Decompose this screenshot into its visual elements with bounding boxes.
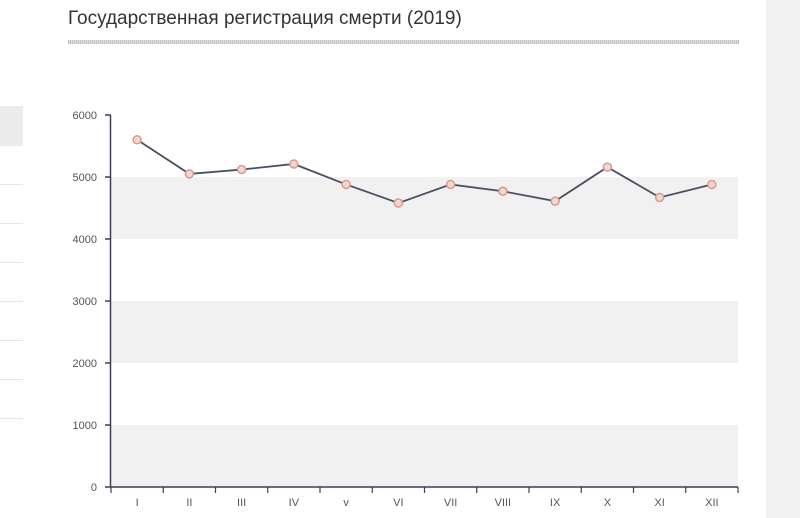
y-tick-label: 1000 — [73, 420, 97, 432]
data-point — [654, 192, 665, 203]
data-point — [707, 179, 717, 190]
left-sidebar-edge — [0, 0, 24, 518]
grid-band — [111, 177, 738, 239]
x-tick-label: VI — [393, 497, 403, 509]
x-tick-label: I — [136, 497, 139, 509]
sidebar-tab[interactable] — [0, 106, 23, 146]
x-tick-label: X — [604, 497, 612, 509]
data-point — [289, 159, 299, 169]
title-divider — [68, 40, 739, 44]
sidebar-divider — [0, 262, 23, 263]
x-tick-label: III — [237, 497, 246, 509]
y-tick-label: 5000 — [73, 172, 97, 184]
data-point — [393, 198, 404, 208]
sidebar-divider — [0, 223, 23, 224]
data-point — [498, 186, 508, 197]
data-point — [132, 135, 142, 145]
data-point — [236, 164, 247, 175]
x-tick-label: II — [186, 497, 192, 509]
grid-band — [111, 425, 738, 487]
data-point — [184, 169, 195, 179]
x-tick-label: VIII — [495, 497, 512, 509]
x-tick-label: IX — [550, 497, 561, 509]
data-point — [550, 196, 560, 206]
x-tick-label: IV — [289, 497, 300, 509]
y-tick-label: 6000 — [73, 110, 97, 122]
sidebar-divider — [0, 184, 23, 185]
y-tick-label: 2000 — [73, 358, 97, 370]
x-tick-label: XII — [705, 497, 718, 509]
data-point — [602, 162, 613, 172]
y-tick-label: 3000 — [73, 296, 97, 308]
series-line — [136, 139, 713, 204]
sidebar-divider — [0, 340, 23, 341]
grid-band — [111, 301, 738, 363]
x-tick-label: v — [343, 497, 349, 509]
y-tick-label: 4000 — [73, 234, 97, 246]
x-tick-label: VII — [444, 497, 457, 509]
sidebar-divider — [0, 379, 23, 380]
page-title: Государственная регистрация смерти (2019… — [68, 8, 462, 29]
sidebar-divider — [0, 301, 23, 302]
data-point — [445, 179, 456, 190]
x-tick-label: XI — [654, 497, 664, 509]
right-side-panel — [766, 0, 800, 518]
sidebar-divider — [0, 418, 23, 419]
data-point — [341, 179, 351, 190]
y-tick-label: 0 — [91, 482, 97, 494]
